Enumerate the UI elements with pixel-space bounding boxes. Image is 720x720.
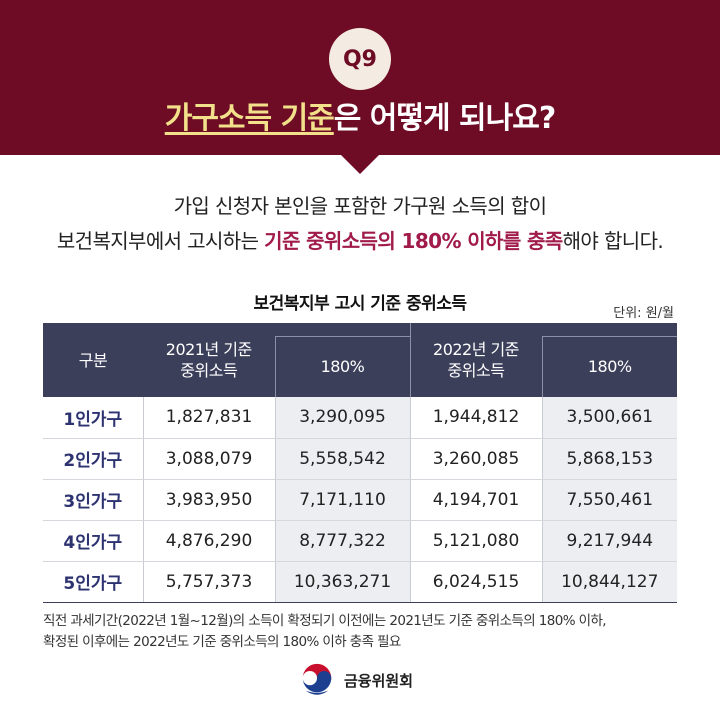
logo-text: 금융위원회 xyxy=(344,671,414,690)
description-line-1: 가입 신청자 본인을 포함한 가구원 소득의 합이 xyxy=(173,194,547,218)
header-category: 구분 xyxy=(43,323,143,397)
cell-2022-180pct: 5,868,153 xyxy=(541,438,677,480)
title-highlight: 가구소득 기준 xyxy=(164,101,335,136)
footnote-line-2: 확정된 이후에는 2022년도 기준 중위소득의 180% 이하 충족 필요 xyxy=(43,634,401,650)
cell-2021-median: 1,827,831 xyxy=(142,397,275,439)
row-label: 2인가구 xyxy=(43,438,143,480)
header-2021-line1: 2021년 기준 xyxy=(165,340,252,359)
cell-2021-180pct: 7,171,110 xyxy=(274,479,410,521)
median-income-table: 구분 2021년 기준 중위소득 2022년 기준 중위소득 180% 180%… xyxy=(43,323,677,603)
question-badge: Q9 xyxy=(329,28,391,90)
header-banner: Q9 가구소득 기준은 어떻게 되나요? xyxy=(0,0,720,155)
cell-2021-180pct: 10,363,271 xyxy=(274,561,410,603)
title-rest: 은 어떻게 되나요? xyxy=(333,101,556,136)
header-2022-median: 2022년 기준 중위소득 xyxy=(409,323,542,397)
cell-2021-median: 4,876,290 xyxy=(142,520,275,562)
header-2022-line2: 중위소득 xyxy=(447,361,505,380)
question-title: 가구소득 기준은 어떻게 되나요? xyxy=(0,93,720,137)
description-line-2: 보건복지부에서 고시하는 기준 중위소득의 180% 이하를 충족해야 합니다. xyxy=(0,225,720,254)
footnote-line-1: 직전 과세기간(2022년 1월~12월)의 소득이 확정되기 이전에는 202… xyxy=(43,613,607,629)
table-row: 1인가구 1,827,831 3,290,095 1,944,812 3,500… xyxy=(43,397,677,439)
cell-2022-180pct: 7,550,461 xyxy=(541,479,677,521)
header-2021-180pct: 180% xyxy=(274,335,410,397)
cell-2022-median: 4,194,701 xyxy=(409,479,542,521)
cell-2022-median: 6,024,515 xyxy=(409,561,542,603)
fsc-logo: 금융위원회 xyxy=(298,661,413,699)
cell-2021-median: 3,983,950 xyxy=(142,479,275,521)
cell-2021-180pct: 3,290,095 xyxy=(274,397,410,439)
speech-pointer xyxy=(340,154,380,174)
header-2022-180pct: 180% xyxy=(541,335,677,397)
row-label: 1인가구 xyxy=(43,397,143,439)
cell-2022-180pct: 3,500,661 xyxy=(541,397,677,439)
cell-2021-180pct: 8,777,322 xyxy=(274,520,410,562)
cell-2022-180pct: 10,844,127 xyxy=(541,561,677,603)
description-suffix: 해야 합니다. xyxy=(562,229,664,253)
row-label: 5인가구 xyxy=(43,561,143,603)
table-title: 보건복지부 고시 기준 중위소득 xyxy=(253,294,467,314)
header-2021-line2: 중위소득 xyxy=(180,361,238,380)
unit-label: 단위: 원/월 xyxy=(613,306,674,321)
row-label: 3인가구 xyxy=(43,479,143,521)
taegeuk-emblem-icon xyxy=(302,663,332,695)
header-2021-median: 2021년 기준 중위소득 xyxy=(143,323,275,397)
cell-2021-median: 3,088,079 xyxy=(142,438,275,480)
table-row: 4인가구 4,876,290 8,777,322 5,121,080 9,217… xyxy=(43,520,677,562)
description-accent: 기준 중위소득의 180% 이하를 충족 xyxy=(264,229,563,253)
table-row: 3인가구 3,983,950 7,171,110 4,194,701 7,550… xyxy=(43,479,677,521)
table-row: 5인가구 5,757,373 10,363,271 6,024,515 10,8… xyxy=(43,561,677,603)
cell-2022-median: 5,121,080 xyxy=(409,520,542,562)
cell-2022-median: 3,260,085 xyxy=(409,438,542,480)
header-2022-line1: 2022년 기준 xyxy=(433,340,519,359)
row-label: 4인가구 xyxy=(43,520,143,562)
cell-2021-median: 5,757,373 xyxy=(142,561,275,603)
cell-2021-180pct: 5,558,542 xyxy=(274,438,410,480)
table-row: 2인가구 3,088,079 5,558,542 3,260,085 5,868… xyxy=(43,438,677,480)
description-prefix: 보건복지부에서 고시하는 xyxy=(56,229,265,253)
cell-2022-180pct: 9,217,944 xyxy=(541,520,677,562)
footnote: 직전 과세기간(2022년 1월~12월)의 소득이 확정되기 이전에는 202… xyxy=(43,611,683,653)
cell-2022-median: 1,944,812 xyxy=(409,397,542,439)
